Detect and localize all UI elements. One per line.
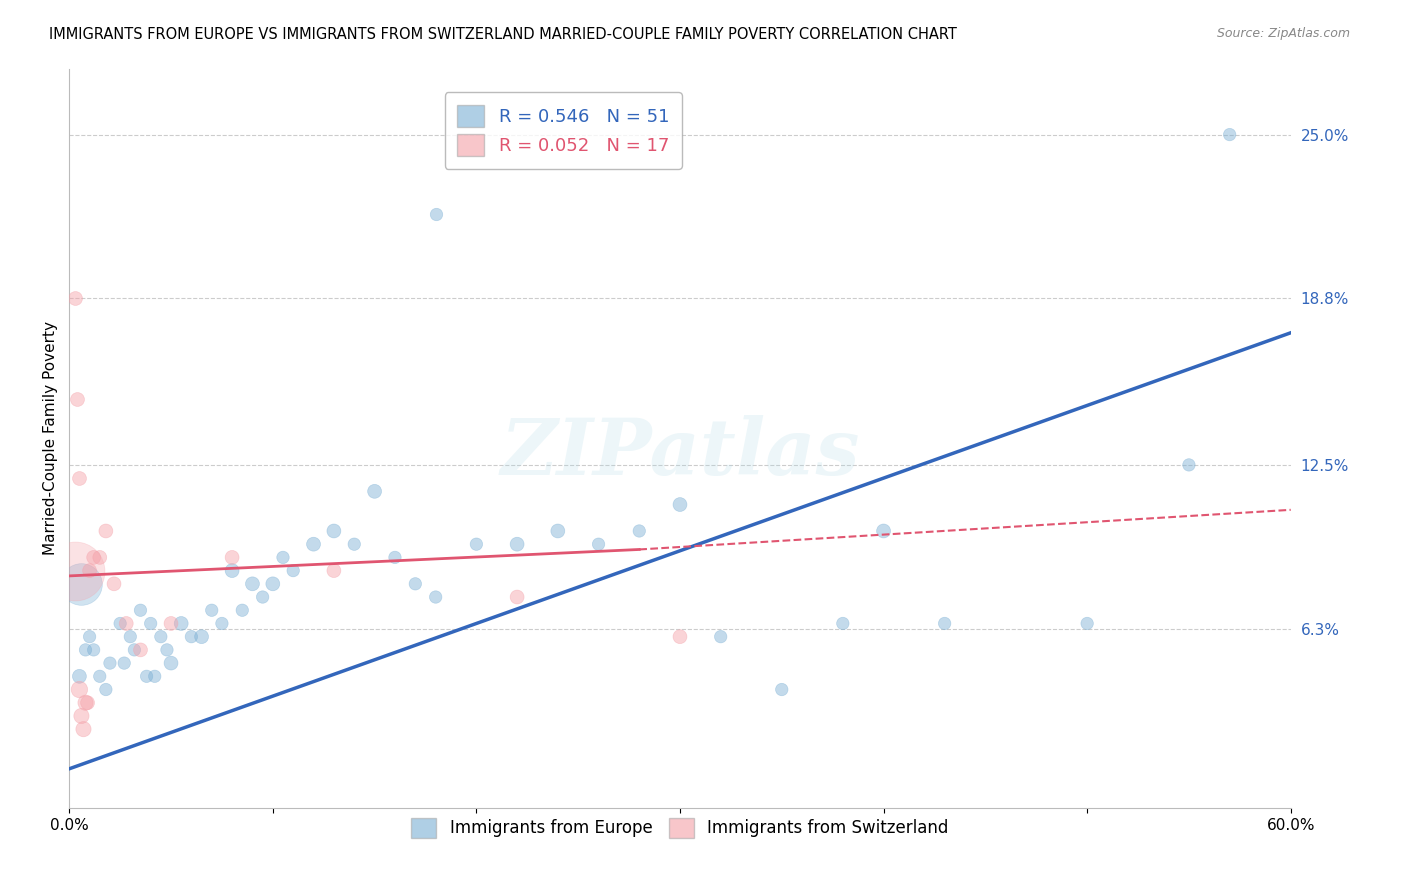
Point [120,630,142,644]
Point [94,524,117,538]
Point [404,577,426,591]
Point [67,471,90,485]
Point [75,696,97,710]
Point [65,292,87,306]
Point [201,603,224,617]
Point [70,709,93,723]
Point [70,577,93,591]
Point [262,577,284,591]
Point [302,537,325,551]
Point [65,564,87,578]
Point [506,537,529,551]
Point [322,524,344,538]
Point [115,616,138,631]
Point [103,577,125,591]
Point [465,537,488,551]
Point [94,682,117,697]
Point [1219,128,1241,142]
Point [89,550,111,565]
Point [425,590,447,604]
Point [143,669,166,683]
Point [425,207,447,221]
Point [547,524,569,538]
Text: Source: ZipAtlas.com: Source: ZipAtlas.com [1216,27,1350,40]
Point [242,577,264,591]
Point [1178,458,1201,472]
Text: ZIPatlas: ZIPatlas [501,415,859,491]
Point [76,696,98,710]
Point [160,656,183,670]
Point [343,537,366,551]
Point [139,616,162,631]
Point [79,564,101,578]
Point [66,392,89,406]
Point [710,630,733,644]
Point [221,550,243,565]
Point [934,616,956,631]
Y-axis label: Married-Couple Family Poverty: Married-Couple Family Poverty [44,321,58,556]
Point [72,722,94,736]
Point [75,643,97,657]
Point [363,484,385,499]
Point [79,630,101,644]
Point [160,616,183,631]
Point [124,643,146,657]
Point [83,550,105,565]
Point [252,590,274,604]
Point [588,537,610,551]
Point [628,524,651,538]
Point [283,564,305,578]
Point [384,550,406,565]
Point [149,630,172,644]
Point [67,669,90,683]
Point [322,564,344,578]
Point [669,498,692,512]
Point [89,669,111,683]
Point [98,656,121,670]
Point [112,656,135,670]
Point [211,616,233,631]
Point [669,630,692,644]
Point [231,603,253,617]
Point [271,550,294,565]
Point [135,669,157,683]
Point [67,682,90,697]
Point [872,524,894,538]
Point [156,643,179,657]
Point [129,603,152,617]
Legend: Immigrants from Europe, Immigrants from Switzerland: Immigrants from Europe, Immigrants from … [405,811,955,845]
Point [108,616,131,631]
Point [180,630,202,644]
Point [83,643,105,657]
Point [506,590,529,604]
Point [831,616,853,631]
Point [770,682,793,697]
Point [170,616,193,631]
Text: IMMIGRANTS FROM EUROPE VS IMMIGRANTS FROM SWITZERLAND MARRIED-COUPLE FAMILY POVE: IMMIGRANTS FROM EUROPE VS IMMIGRANTS FRO… [49,27,957,42]
Point [129,643,152,657]
Point [1076,616,1098,631]
Point [190,630,212,644]
Point [221,564,243,578]
